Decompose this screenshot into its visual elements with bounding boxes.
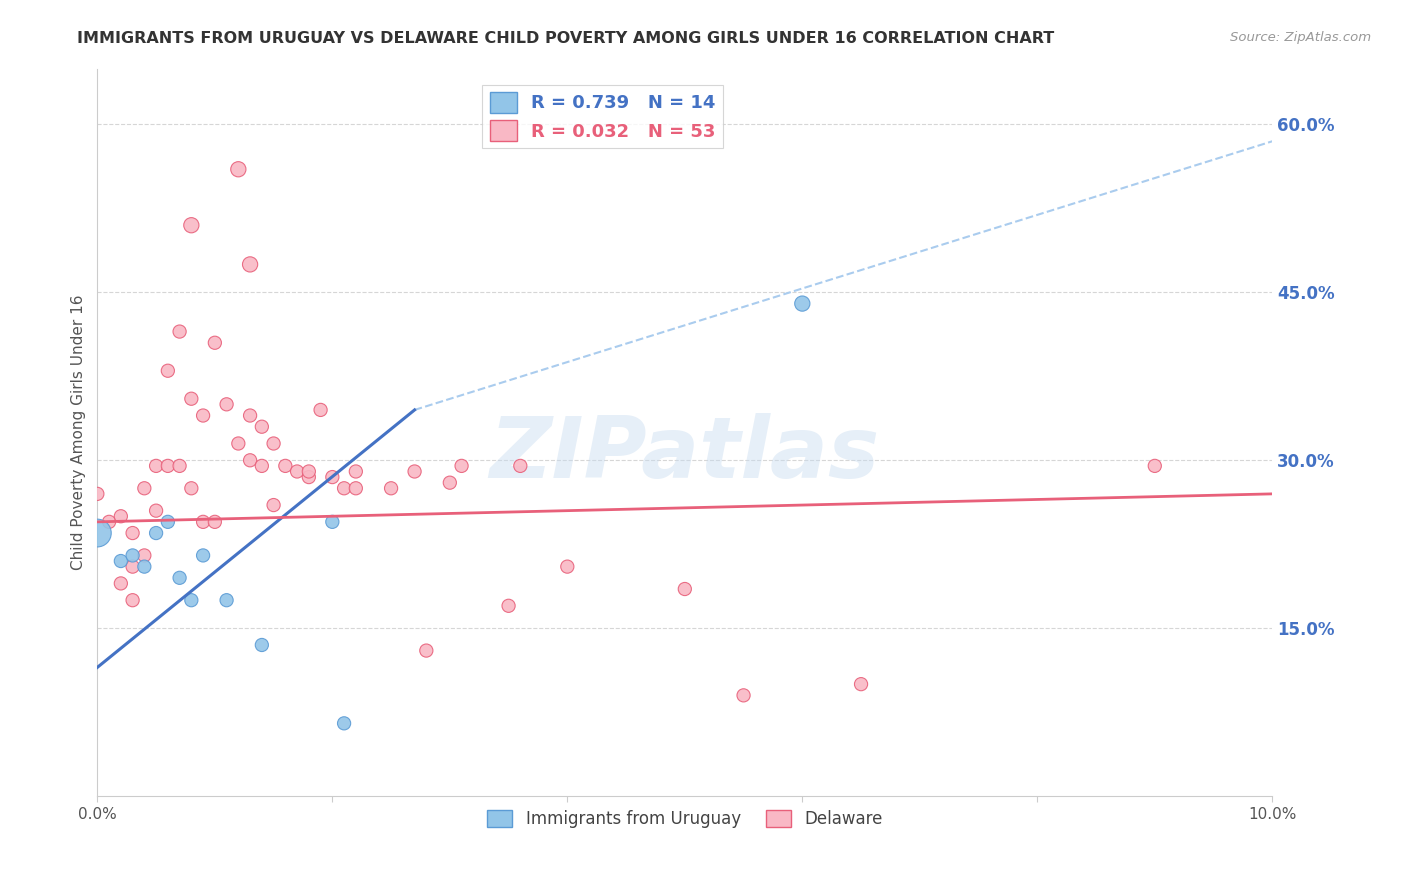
Point [145,526,167,541]
Point [86,487,108,501]
Point [110,509,132,524]
Point [849,677,872,691]
Point [228,436,250,450]
Text: IMMIGRANTS FROM URUGUAY VS DELAWARE CHILD POVERTY AMONG GIRLS UNDER 16 CORRELATI: IMMIGRANTS FROM URUGUAY VS DELAWARE CHIL… [77,31,1054,46]
Text: Source: ZipAtlas.com: Source: ZipAtlas.com [1230,31,1371,45]
Point [673,582,696,596]
Point [250,419,273,434]
Point [555,559,578,574]
Point [321,515,343,529]
Point [86,526,108,541]
Point [239,409,262,423]
Point [156,364,179,378]
Point [180,392,202,406]
Point [344,465,367,479]
Point [298,470,321,484]
Point [498,599,520,613]
Point [285,465,308,479]
Point [215,397,238,411]
Point [121,559,143,574]
Point [98,515,121,529]
Point [333,481,356,495]
Point [191,409,214,423]
Point [274,458,297,473]
Point [156,458,179,473]
Legend: Immigrants from Uruguay, Delaware: Immigrants from Uruguay, Delaware [481,804,889,835]
Point [215,593,238,607]
Point [239,257,262,271]
Point [404,465,426,479]
Point [439,475,461,490]
Point [450,458,472,473]
Point [204,515,226,529]
Point [309,403,332,417]
Point [169,458,191,473]
Point [110,554,132,568]
Point [145,458,167,473]
Point [1143,458,1166,473]
Point [333,716,356,731]
Point [263,436,285,450]
Point [121,593,143,607]
Point [415,643,437,657]
Point [228,162,250,177]
Point [733,689,755,703]
Point [321,470,343,484]
Point [263,498,285,512]
Point [191,549,214,563]
Point [792,296,814,310]
Point [134,481,156,495]
Point [110,576,132,591]
Point [180,481,202,495]
Point [145,503,167,517]
Point [156,515,179,529]
Point [298,465,321,479]
Point [169,325,191,339]
Point [204,335,226,350]
Point [169,571,191,585]
Point [509,458,531,473]
Point [239,453,262,467]
Point [180,218,202,232]
Text: ZIPatlas: ZIPatlas [489,413,880,496]
Point [180,593,202,607]
Point [250,458,273,473]
Point [250,638,273,652]
Point [134,559,156,574]
Point [344,481,367,495]
Y-axis label: Child Poverty Among Girls Under 16: Child Poverty Among Girls Under 16 [72,294,86,570]
Point [121,549,143,563]
Point [380,481,402,495]
Point [121,526,143,541]
Point [191,515,214,529]
Point [134,549,156,563]
